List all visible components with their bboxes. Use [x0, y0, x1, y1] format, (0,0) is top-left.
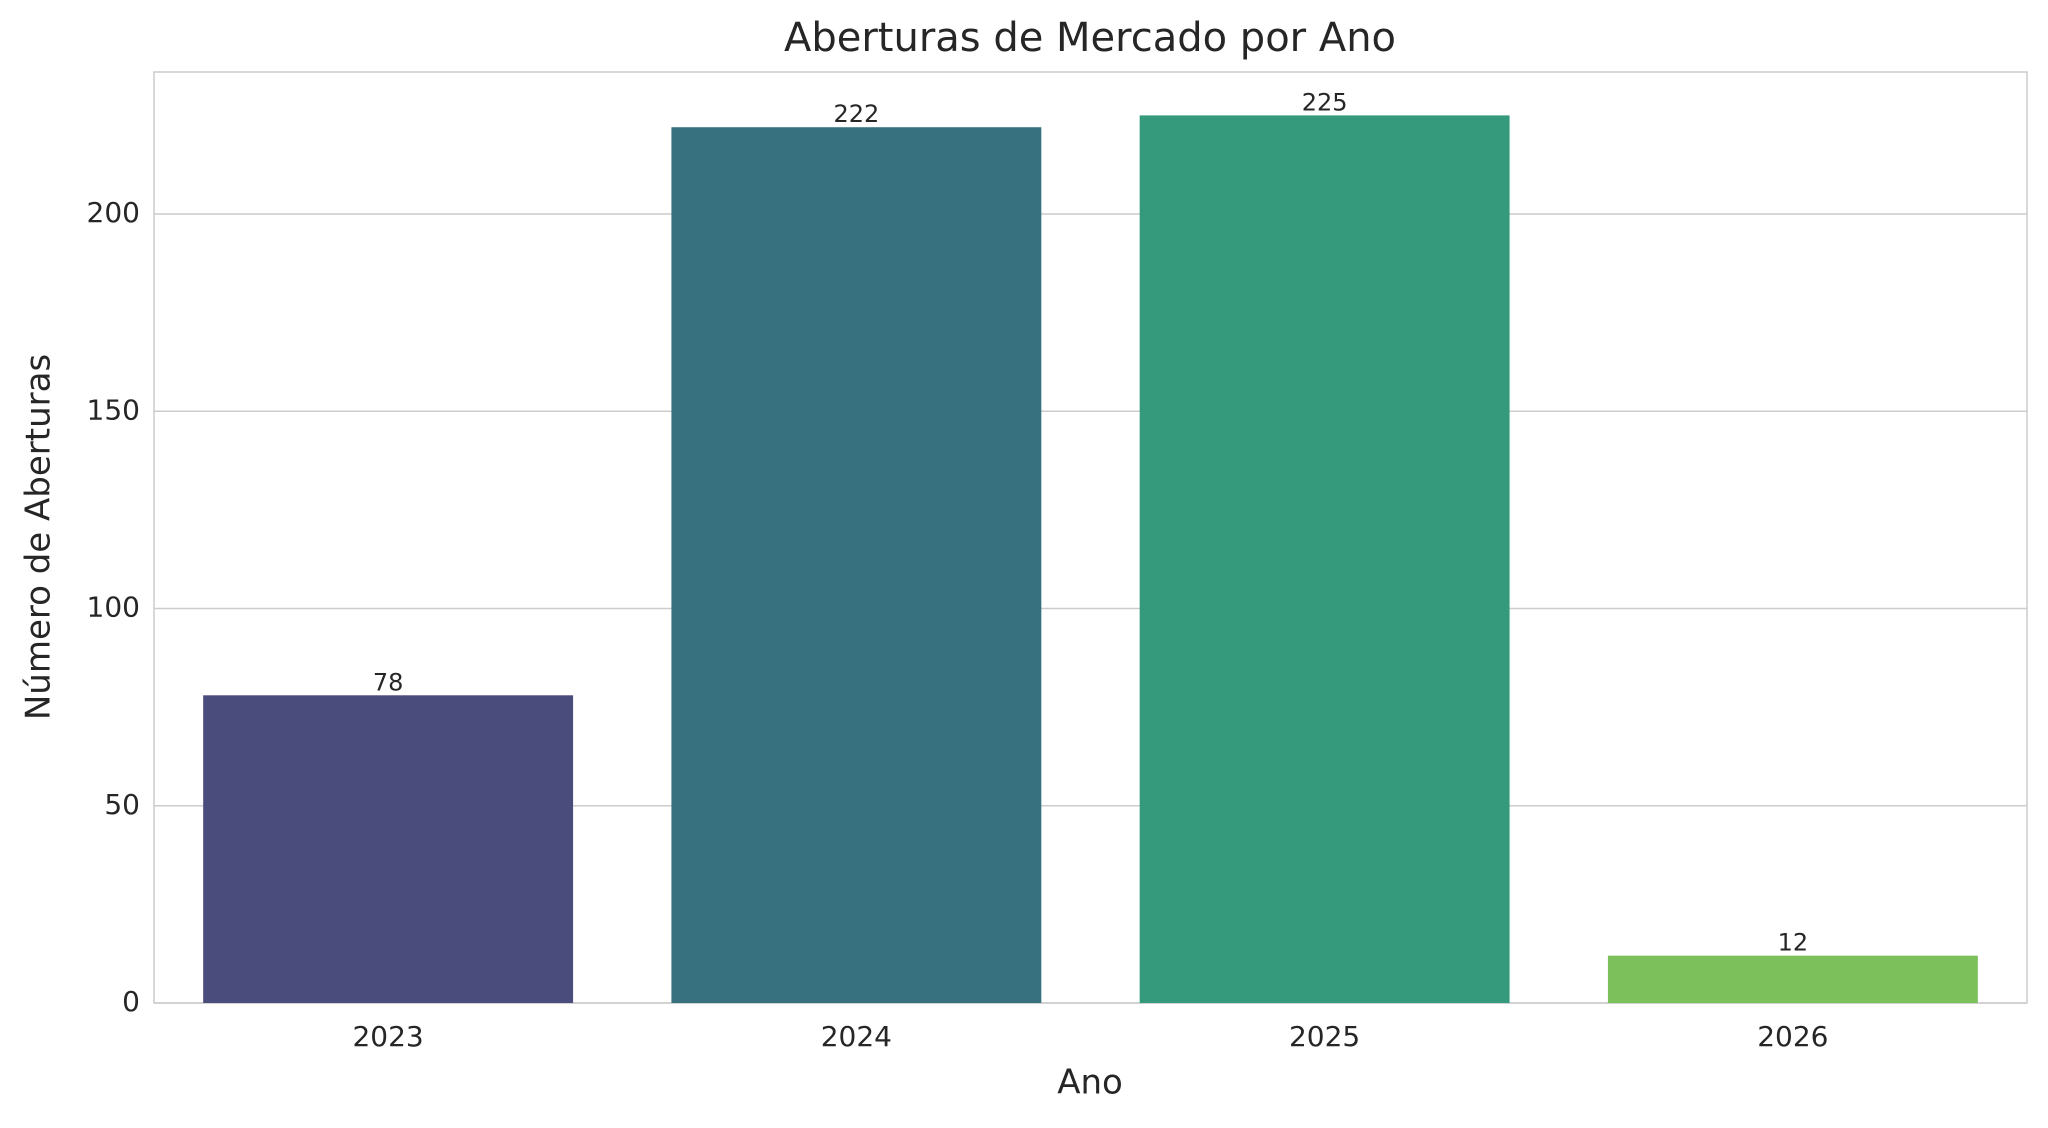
y-tick-label: 50 [104, 788, 140, 821]
y-tick-label: 0 [122, 985, 140, 1018]
y-tick-label: 200 [87, 196, 140, 229]
value-label: 225 [1302, 88, 1348, 116]
x-tick-label: 2025 [1289, 1020, 1360, 1053]
x-axis-label: Ano [1057, 1063, 1123, 1103]
y-axis-label: Número de Aberturas [19, 354, 59, 720]
x-tick-label: 2024 [821, 1020, 892, 1053]
bar [671, 127, 1042, 1003]
chart-title: Aberturas de Mercado por Ano [784, 15, 1396, 61]
y-tick-label: 150 [87, 393, 140, 426]
bar [1607, 955, 1978, 1003]
value-label: 222 [833, 100, 879, 128]
value-label: 78 [373, 668, 404, 696]
plot-frame [153, 71, 2028, 1004]
x-tick-label: 2023 [352, 1020, 423, 1053]
y-tick-label: 100 [87, 591, 140, 624]
bar [1139, 115, 1510, 1004]
bar [203, 695, 574, 1003]
value-label: 12 [1778, 929, 1809, 957]
x-tick-label: 2026 [1757, 1020, 1828, 1053]
